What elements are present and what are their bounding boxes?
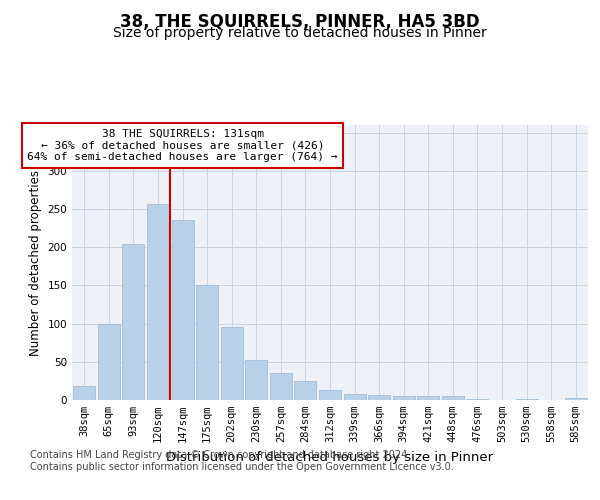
- Text: 38, THE SQUIRRELS, PINNER, HA5 3BD: 38, THE SQUIRRELS, PINNER, HA5 3BD: [120, 12, 480, 30]
- Bar: [245, 360, 268, 400]
- Bar: [295, 381, 316, 400]
- Text: Contains HM Land Registry data © Crown copyright and database right 2024.: Contains HM Land Registry data © Crown c…: [30, 450, 410, 460]
- Bar: [221, 326, 243, 400]
- Bar: [319, 390, 341, 400]
- Text: Contains public sector information licensed under the Open Government Licence v3: Contains public sector information licen…: [30, 462, 454, 472]
- Bar: [442, 396, 464, 400]
- Bar: [270, 374, 292, 400]
- Bar: [344, 394, 365, 400]
- Bar: [196, 286, 218, 400]
- Bar: [98, 324, 120, 400]
- Bar: [417, 396, 439, 400]
- Text: 38 THE SQUIRRELS: 131sqm
← 36% of detached houses are smaller (426)
64% of semi-: 38 THE SQUIRRELS: 131sqm ← 36% of detach…: [28, 129, 338, 162]
- Bar: [466, 399, 488, 400]
- Bar: [515, 399, 538, 400]
- Text: Size of property relative to detached houses in Pinner: Size of property relative to detached ho…: [113, 26, 487, 40]
- Bar: [368, 396, 390, 400]
- X-axis label: Distribution of detached houses by size in Pinner: Distribution of detached houses by size …: [166, 450, 494, 464]
- Bar: [172, 220, 194, 400]
- Bar: [392, 396, 415, 400]
- Bar: [147, 204, 169, 400]
- Bar: [565, 398, 587, 400]
- Bar: [73, 386, 95, 400]
- Y-axis label: Number of detached properties: Number of detached properties: [29, 170, 42, 356]
- Bar: [122, 244, 145, 400]
